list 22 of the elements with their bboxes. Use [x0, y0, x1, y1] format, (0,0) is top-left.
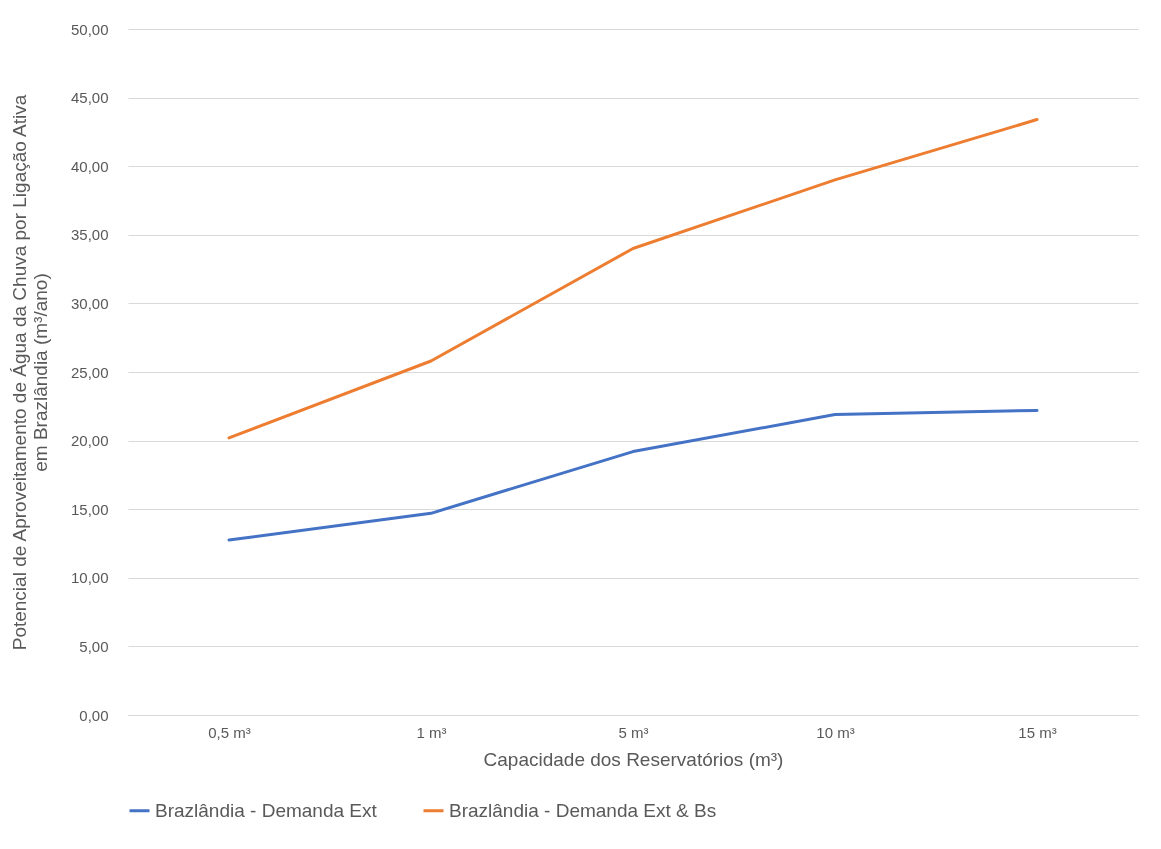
y-tick-label: 50,00	[70, 20, 109, 38]
x-tick-label: 15 m³	[1018, 723, 1057, 741]
y-tick-label: 35,00	[70, 226, 109, 244]
legend-label: Brazlândia - Demanda Ext	[155, 799, 378, 821]
y-tick-label: 30,00	[70, 294, 109, 312]
x-tick-label: 10 m³	[816, 723, 855, 741]
y-tick-label: 40,00	[70, 157, 109, 175]
line-series	[227, 408, 1039, 542]
line-series	[227, 118, 1039, 440]
y-tick-label: 15,00	[70, 500, 109, 518]
y-tick-label: 10,00	[70, 569, 109, 587]
x-tick-label: 5 m³	[618, 723, 649, 741]
y-tick-label: 0,00	[79, 706, 109, 724]
y-tick-label: 25,00	[70, 363, 109, 381]
x-tick-label: 1 m³	[416, 723, 447, 741]
y-axis-title: Potencial de Aproveitamento de Água da Chuva por Ligação Ativa em Brazlândia (m³/ano)	[8, 94, 51, 651]
x-tick-label: 0,5 m³	[208, 723, 251, 741]
legend-label: Brazlândia - Demanda Ext & Bs	[449, 799, 717, 821]
y-tick-label: 5,00	[79, 637, 109, 655]
x-axis-title: Capacidade dos Reservatórios (m³)	[483, 748, 784, 770]
y-tick-label: 45,00	[70, 89, 109, 107]
y-tick-label: 20,00	[70, 432, 109, 450]
